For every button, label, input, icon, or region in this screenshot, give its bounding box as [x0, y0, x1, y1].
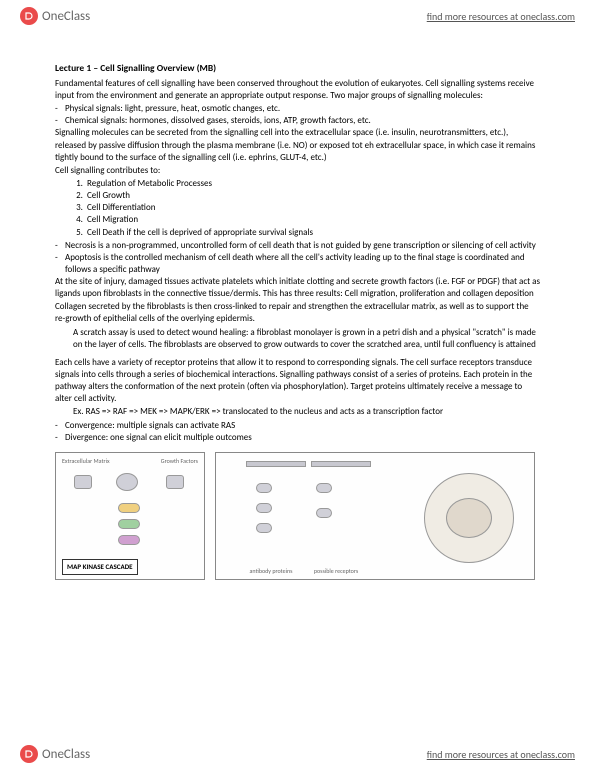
list-item: Cell Growth [85, 190, 540, 202]
para: Each cells have a variety of receptor pr… [55, 357, 540, 406]
lecture-title: Lecture 1 – Cell Signalling Overview (MB… [55, 62, 540, 75]
list-item: Cell Death if the cell is deprived of ap… [85, 227, 540, 239]
logo-icon [20, 7, 38, 25]
para: Cell signalling contributes to: [55, 165, 540, 177]
sub-bullet: Necrosis is a non-programmed, uncontroll… [55, 240, 540, 252]
bullet-item: Divergence: one signal can elicit multip… [55, 432, 540, 444]
document-content: Lecture 1 – Cell Signalling Overview (MB… [0, 32, 595, 590]
logo: OneClass [20, 7, 90, 25]
para: Signalling molecules can be secreted fro… [55, 127, 540, 163]
bullet-item: Convergence: multiple signals can activa… [55, 420, 540, 432]
page-footer: OneClass find more resources at oneclass… [0, 738, 595, 770]
logo-icon [20, 745, 38, 763]
sub-bullet: Apoptosis is the controlled mechanism of… [55, 252, 540, 276]
para: Fundamental features of cell signalling … [55, 78, 540, 102]
map-kinase-diagram: Extracellular Matrix Growth Factors MAP … [55, 452, 205, 580]
logo: OneClass [20, 745, 90, 763]
list-item: Regulation of Metabolic Processes [85, 178, 540, 190]
numbered-list: Regulation of Metabolic Processes Cell G… [55, 178, 540, 239]
signalling-pathway-diagram: antibody proteins possible receptors [215, 452, 535, 580]
page-header: OneClass find more resources at oneclass… [0, 0, 595, 32]
logo-text: OneClass [42, 9, 90, 24]
bullet-item: Chemical signals: hormones, dissolved ga… [55, 115, 540, 127]
para: At the site of injury, damaged tissues a… [55, 276, 540, 300]
footer-link[interactable]: find more resources at oneclass.com [427, 748, 575, 761]
mapk-label: MAP KINASE CASCADE [62, 559, 138, 574]
para: Collagen secreted by the fibroblasts is … [55, 301, 540, 325]
diagram-row: Extracellular Matrix Growth Factors MAP … [55, 452, 540, 580]
para: Ex. RAS => RAF => MEK => MAPK/ERK => tra… [55, 406, 540, 418]
para: A scratch assay is used to detect wound … [55, 327, 540, 351]
bullet-item: Physical signals: light, pressure, heat,… [55, 103, 540, 115]
list-item: Cell Migration [85, 214, 540, 226]
header-link[interactable]: find more resources at oneclass.com [427, 10, 575, 23]
logo-text: OneClass [42, 747, 90, 762]
list-item: Cell Differentiation [85, 202, 540, 214]
